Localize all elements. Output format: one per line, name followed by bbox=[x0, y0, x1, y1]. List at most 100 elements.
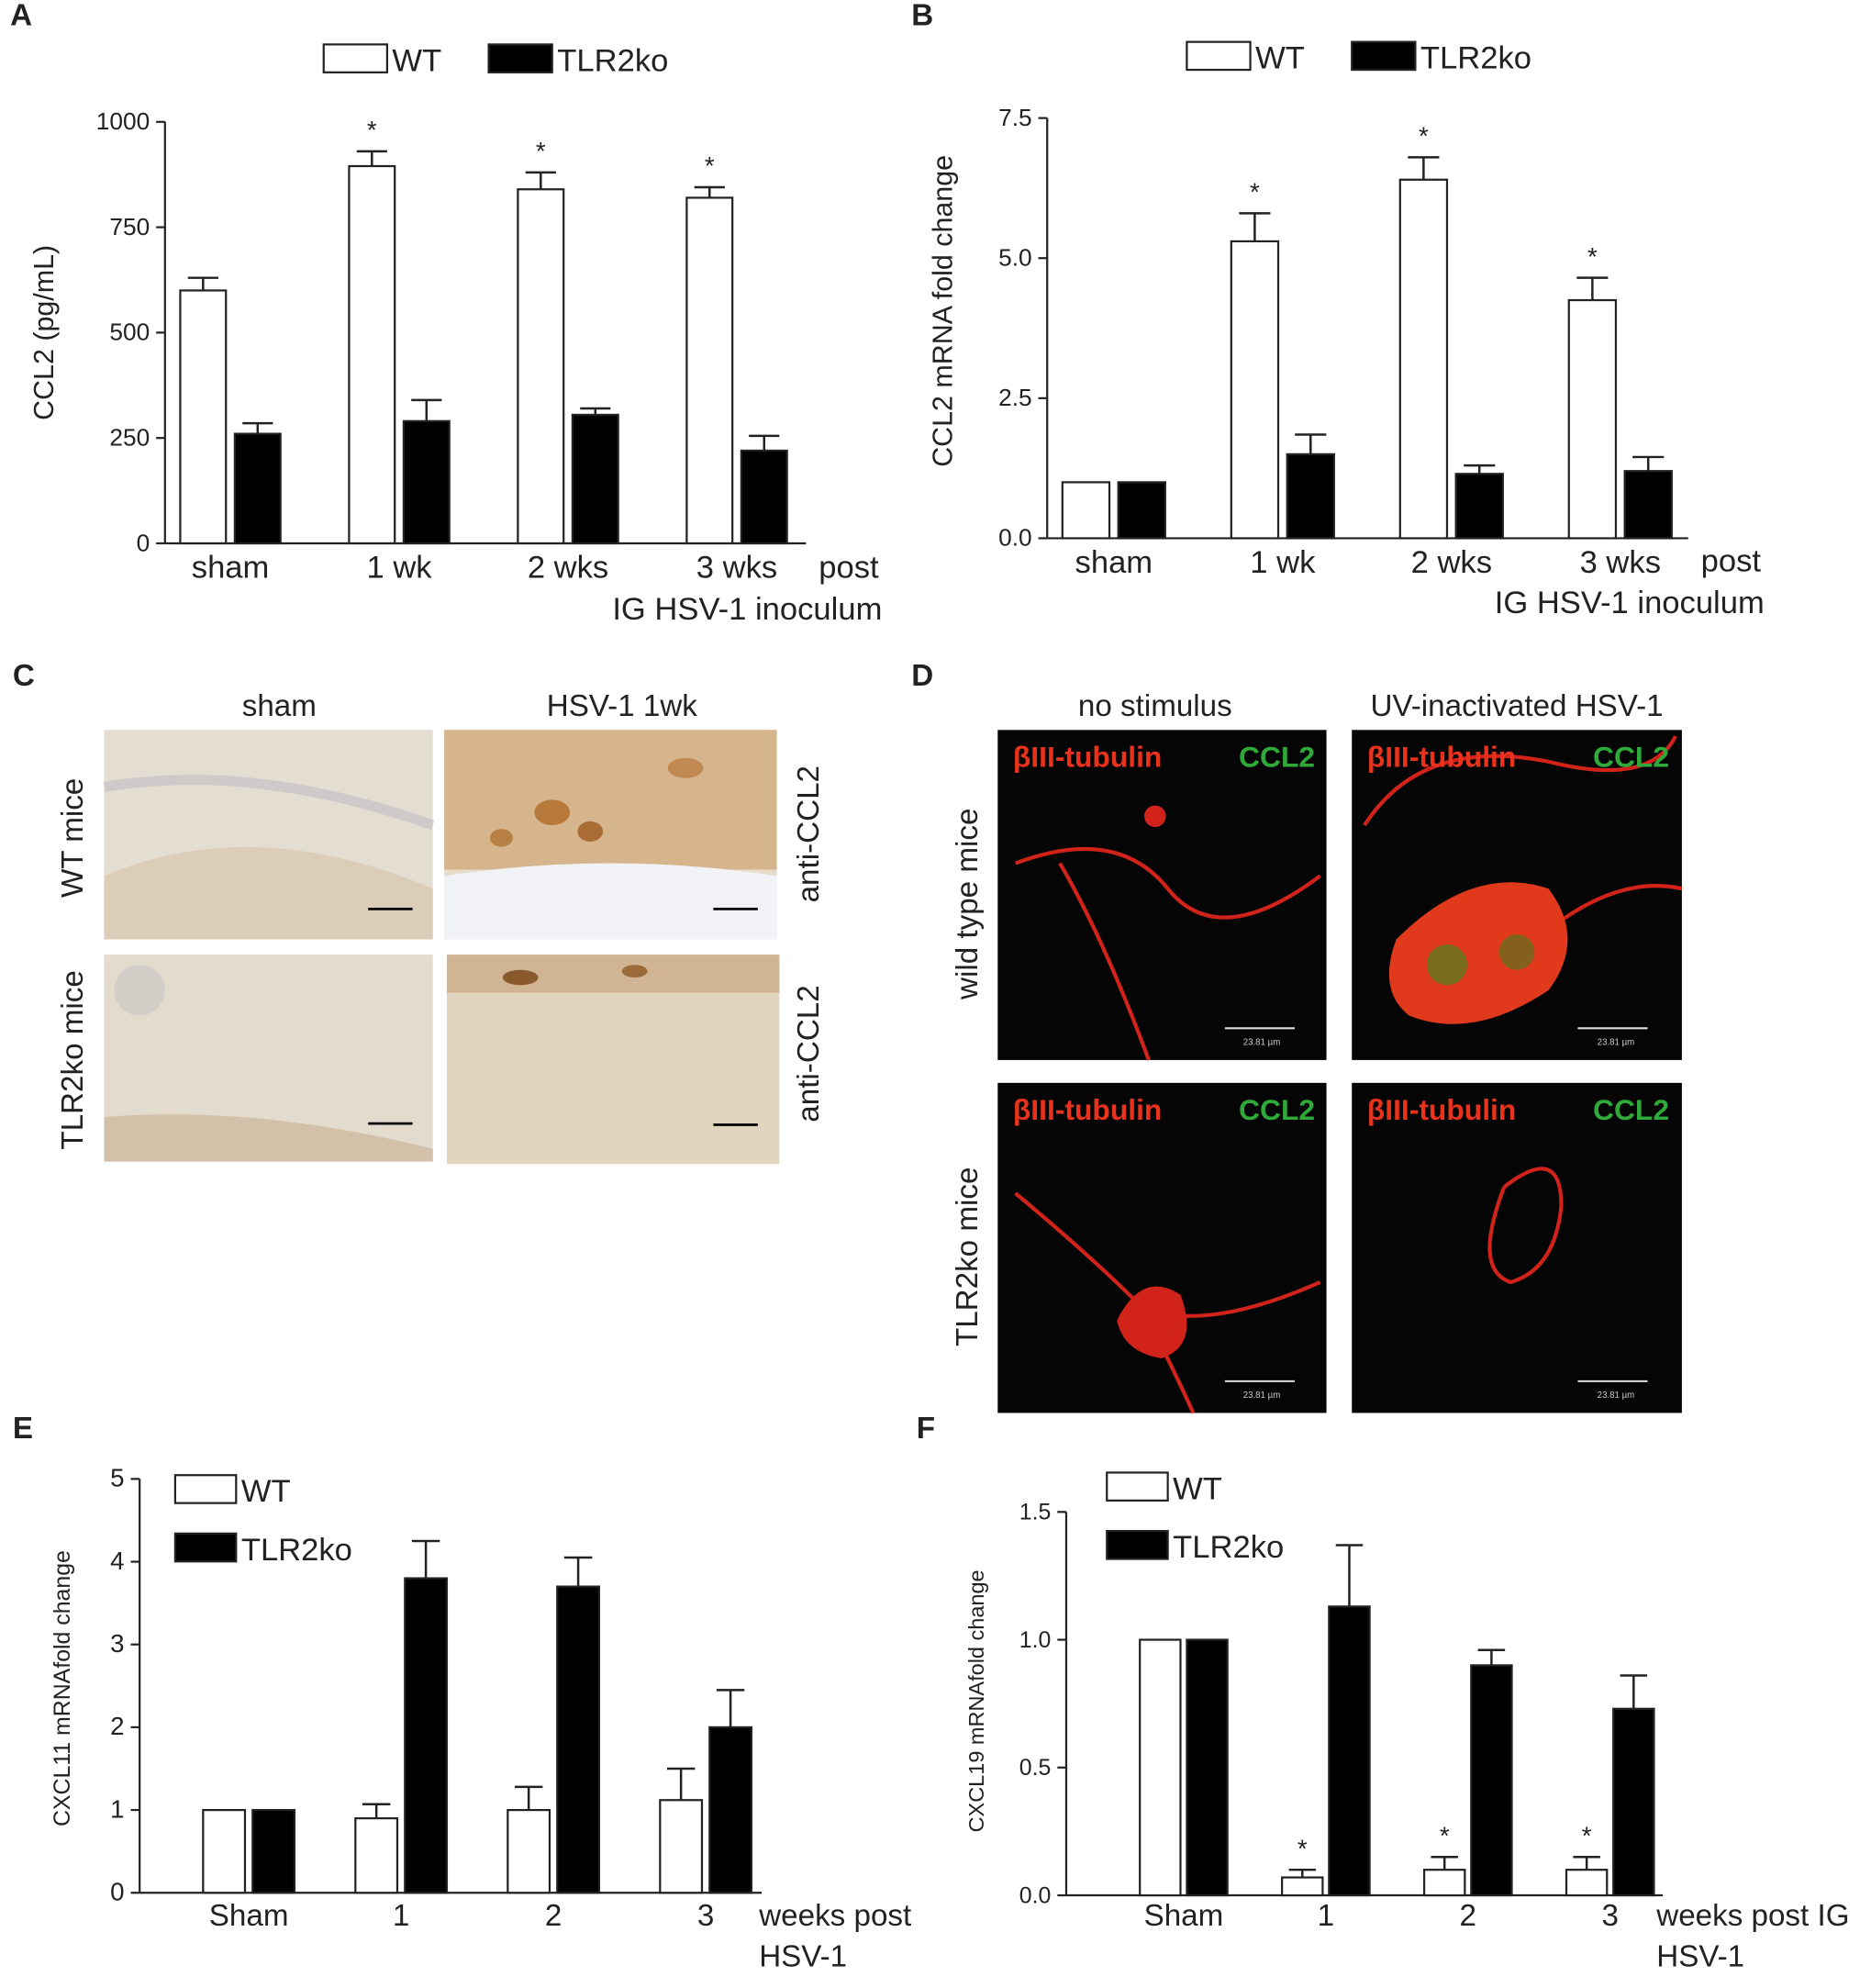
y-tick-label: 4 bbox=[110, 1547, 124, 1575]
x-axis-label: weeks post bbox=[758, 1899, 911, 1933]
scale-bar-label: 23.81 µm bbox=[1598, 1390, 1635, 1401]
y-tick-label: 1 bbox=[110, 1794, 124, 1823]
significance-mark: * bbox=[1297, 1834, 1308, 1862]
bar bbox=[659, 1799, 704, 1894]
bar bbox=[740, 449, 788, 545]
x-axis-label: IG HSV-1 inoculum bbox=[612, 592, 882, 627]
significance-mark: * bbox=[1587, 242, 1598, 271]
bar bbox=[1398, 178, 1449, 540]
bar bbox=[1565, 1869, 1609, 1897]
error-bar bbox=[242, 421, 273, 434]
y-axis-label: CCL2 (pg/mL) bbox=[28, 245, 60, 420]
legend-swatch bbox=[1186, 40, 1252, 72]
y-tick-label: 0.5 bbox=[1019, 1755, 1052, 1781]
x-axis-label: HSV-1 bbox=[1656, 1939, 1744, 1973]
y-axis-label: CXCL11 mRNAfold change bbox=[50, 1550, 75, 1826]
y-tick-label: 2.5 bbox=[998, 384, 1032, 411]
row-label: TLR2ko mice bbox=[951, 1167, 985, 1346]
row-note: anti-CCL2 bbox=[792, 765, 826, 902]
bar bbox=[685, 196, 734, 545]
error-bar bbox=[1464, 463, 1496, 475]
row-note: anti-CCL2 bbox=[792, 985, 826, 1122]
x-tick-label: 1 wk bbox=[1250, 545, 1316, 580]
bar bbox=[404, 1577, 449, 1894]
legend-label: WT bbox=[1255, 41, 1305, 76]
y-tick-label: 0 bbox=[137, 529, 150, 556]
panel-label: A bbox=[10, 0, 32, 33]
bar bbox=[1281, 1876, 1324, 1897]
error-bar bbox=[1573, 1856, 1600, 1871]
error-bar bbox=[1295, 433, 1327, 454]
error-bar bbox=[411, 398, 442, 421]
x-axis-label: weeks post IG bbox=[1655, 1899, 1849, 1933]
panel-label: D bbox=[911, 659, 933, 693]
x-tick-label: 3 bbox=[697, 1899, 714, 1933]
stain-label: βIII-tubulin bbox=[1367, 1093, 1516, 1126]
error-bar bbox=[514, 1785, 543, 1811]
error-bar bbox=[1477, 1648, 1506, 1666]
x-tick-label: sham bbox=[1075, 545, 1153, 580]
y-axis-label: CXCL19 mRNAfold change bbox=[964, 1569, 988, 1832]
error-bar bbox=[411, 1539, 440, 1579]
legend-label: TLR2ko bbox=[1420, 41, 1531, 76]
error-bar bbox=[1335, 1544, 1364, 1607]
x-tick-label: 2 bbox=[1460, 1899, 1476, 1933]
micrograph bbox=[104, 955, 433, 1162]
legend-swatch bbox=[1106, 1471, 1169, 1502]
row-label: WT mice bbox=[56, 778, 90, 898]
significance-mark: * bbox=[1582, 1821, 1592, 1849]
bar bbox=[354, 1816, 399, 1894]
y-tick-label: 0 bbox=[110, 1878, 124, 1906]
legend-label: WT bbox=[392, 43, 441, 78]
x-axis-label: IG HSV-1 inoculum bbox=[1495, 586, 1765, 620]
chart: F 0.0 0.5 1.0 1.5 CXCL19 mRNAfold change weeks… bbox=[917, 1412, 1850, 1973]
bar bbox=[1061, 481, 1111, 540]
legend-swatch bbox=[1106, 1529, 1169, 1560]
error-bar bbox=[666, 1767, 696, 1801]
significance-mark: * bbox=[367, 116, 377, 144]
micrograph-grid bbox=[997, 730, 1683, 1414]
bar bbox=[1186, 1638, 1229, 1897]
stain-label: CCL2 bbox=[1593, 740, 1669, 773]
error-bar bbox=[187, 276, 218, 291]
bar bbox=[507, 1808, 551, 1894]
legend-label: WT bbox=[1173, 1471, 1222, 1506]
panel-label: B bbox=[911, 0, 933, 33]
significance-mark: * bbox=[705, 151, 715, 180]
stain-label: βIII-tubulin bbox=[1367, 740, 1516, 773]
bar bbox=[1422, 1869, 1466, 1897]
y-tick-label: 0.0 bbox=[1019, 1882, 1052, 1908]
bar bbox=[1230, 240, 1280, 540]
column-label: UV-inactivated HSV-1 bbox=[1370, 689, 1663, 723]
legend-label: TLR2ko bbox=[241, 1533, 352, 1568]
legend-label: WT bbox=[241, 1474, 291, 1509]
bar bbox=[1286, 452, 1335, 540]
bar bbox=[402, 419, 451, 545]
error-bar bbox=[716, 1689, 745, 1727]
bar bbox=[1328, 1605, 1371, 1897]
micrograph bbox=[103, 730, 435, 940]
stain-label: βIII-tubulin bbox=[1013, 1093, 1162, 1126]
error-bar bbox=[1632, 455, 1665, 472]
error-bar bbox=[563, 1556, 593, 1587]
chart: A 0 250 500 750 1000 CCL2 (pg/mL) post IG HSV-1 … bbox=[10, 0, 882, 627]
bar bbox=[1117, 481, 1166, 540]
row-label: TLR2ko mice bbox=[56, 970, 90, 1149]
bar bbox=[233, 432, 282, 545]
bar bbox=[202, 1808, 247, 1894]
error-bar bbox=[580, 407, 611, 415]
x-tick-label: 1 bbox=[1318, 1899, 1334, 1933]
y-tick-label: 1.5 bbox=[1019, 1500, 1052, 1525]
bar bbox=[1623, 470, 1673, 540]
bar bbox=[708, 1726, 753, 1894]
panel-label: E bbox=[13, 1412, 33, 1446]
bar bbox=[571, 413, 619, 545]
error-bar bbox=[1408, 156, 1440, 180]
error-bar bbox=[362, 1803, 391, 1819]
panel-label: C bbox=[13, 659, 35, 693]
y-tick-label: 500 bbox=[109, 318, 150, 346]
y-tick-label: 5 bbox=[110, 1464, 124, 1492]
x-tick-label: 2 wks bbox=[1411, 545, 1492, 580]
error-bar bbox=[356, 150, 387, 166]
error-bar bbox=[1239, 212, 1271, 241]
